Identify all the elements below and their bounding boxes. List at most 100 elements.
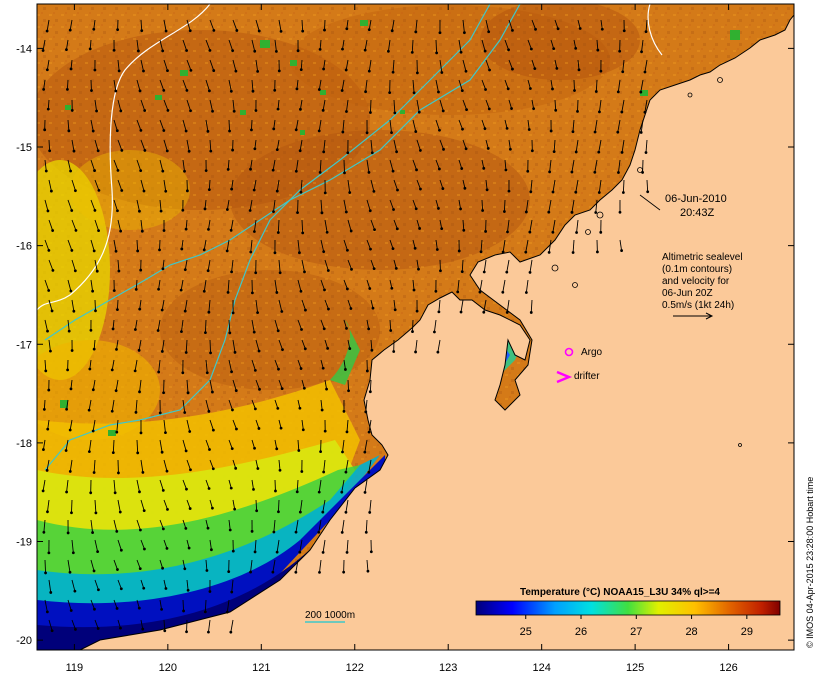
velocity-arrow-head [157, 287, 160, 291]
velocity-arrow-head [294, 530, 298, 534]
velocity-arrow-head [508, 147, 512, 151]
velocity-arrow [598, 139, 602, 153]
velocity-arrow [42, 439, 46, 450]
velocity-arrow-head [96, 149, 100, 153]
velocity-arrow-head [274, 49, 278, 53]
velocity-arrow [113, 79, 117, 92]
velocity-arrow-head [74, 228, 78, 232]
velocity-arrow-head [207, 487, 211, 490]
velocity-arrow-head [231, 408, 234, 412]
velocity-arrow [276, 179, 280, 192]
velocity-arrow [71, 499, 73, 513]
velocity-arrow-head [279, 426, 283, 430]
velocity-arrow [71, 219, 77, 231]
velocity-arrow-head [165, 149, 169, 153]
velocity-arrow [297, 399, 301, 409]
velocity-arrow [250, 239, 253, 253]
velocity-arrow-head [485, 188, 489, 192]
velocity-arrow-head [249, 570, 252, 574]
velocity-arrow-head [143, 109, 147, 112]
velocity-arrow [462, 219, 465, 231]
velocity-arrow-head [157, 370, 161, 374]
velocity-arrow-head [570, 170, 574, 174]
velocity-arrow-head [189, 109, 192, 113]
velocity-arrow [135, 279, 138, 290]
velocity-arrow-head [51, 268, 55, 272]
velocity-arrow-head [323, 429, 327, 433]
velocity-arrow [504, 79, 509, 89]
velocity-arrow-head [181, 208, 185, 212]
velocity-arrow-head [69, 289, 73, 293]
velocity-arrow [365, 519, 368, 533]
velocity-arrow-head [577, 68, 581, 72]
velocity-arrow-head [187, 149, 191, 153]
velocity-arrow [71, 259, 76, 271]
velocity-arrow-head [534, 27, 537, 31]
velocity-arrow-head [114, 249, 118, 253]
velocity-arrow [112, 319, 115, 329]
velocity-arrow-head [548, 170, 552, 174]
velocity-arrow-head [118, 510, 122, 514]
velocity-arrow [159, 559, 164, 569]
velocity-arrow-head [211, 109, 214, 113]
velocity-arrow [226, 239, 230, 251]
velocity-arrow [182, 79, 188, 91]
velocity-arrow-head [133, 369, 137, 373]
velocity-arrow [296, 79, 299, 89]
velocity-arrow-head [119, 229, 123, 233]
velocity-arrow [116, 299, 119, 310]
velocity-arrow-head [185, 487, 188, 491]
velocity-arrow [622, 179, 625, 193]
velocity-arrow-head [134, 410, 138, 414]
velocity-arrow-head [70, 249, 74, 252]
velocity-arrow-head [318, 47, 322, 51]
velocity-arrow-head [235, 427, 238, 431]
velocity-arrow [530, 299, 533, 313]
velocity-arrow [323, 59, 326, 70]
velocity-arrow [232, 99, 235, 112]
velocity-arrow-head [93, 607, 96, 611]
velocity-arrow [161, 339, 165, 352]
velocity-arrow [94, 219, 100, 231]
velocity-arrow [324, 219, 328, 233]
velocity-arrow [208, 219, 211, 230]
velocity-arrow-head [68, 570, 72, 574]
velocity-arrow [47, 419, 50, 430]
velocity-arrow-head [74, 627, 77, 631]
velocity-arrow [186, 579, 189, 591]
velocity-arrow-head [594, 211, 598, 214]
velocity-arrow-head [501, 250, 505, 254]
velocity-arrow [296, 479, 299, 492]
velocity-arrow [318, 119, 322, 131]
velocity-arrow-head [322, 67, 326, 71]
velocity-arrow-head [393, 308, 397, 312]
velocity-arrow-head [158, 411, 162, 415]
velocity-arrow-head [463, 186, 467, 190]
velocity-arrow-head [188, 430, 192, 433]
colorbar: Temperature (°C) NOAA15_L3U 34% ql>=4 25… [475, 587, 781, 638]
velocity-arrow [389, 199, 394, 210]
velocity-arrow [299, 539, 303, 553]
velocity-arrow-head [298, 149, 302, 153]
velocity-arrow-head [136, 451, 140, 455]
velocity-arrow-head [73, 589, 77, 593]
velocity-arrow [140, 579, 145, 589]
velocity-arrow [529, 259, 533, 273]
lat-tick-label: -15 [16, 142, 32, 154]
velocity-arrow-head [186, 588, 190, 592]
velocity-arrow-head [386, 49, 390, 53]
velocity-arrow [44, 599, 48, 612]
velocity-arrow [508, 99, 512, 109]
velocity-arrow [301, 19, 304, 32]
velocity-arrow-head [212, 69, 216, 72]
velocity-arrow [412, 119, 417, 132]
velocity-arrow [136, 199, 140, 212]
velocity-arrow-head [70, 511, 73, 515]
velocity-arrow-head [488, 68, 491, 72]
velocity-arrow [508, 59, 513, 70]
velocity-arrow [341, 479, 345, 493]
colorbar-ticks: 25 26 27 28 29 [520, 615, 753, 638]
velocity-arrow [462, 179, 466, 189]
velocity-arrow-head [392, 350, 396, 353]
velocity-arrow-head [184, 351, 188, 354]
